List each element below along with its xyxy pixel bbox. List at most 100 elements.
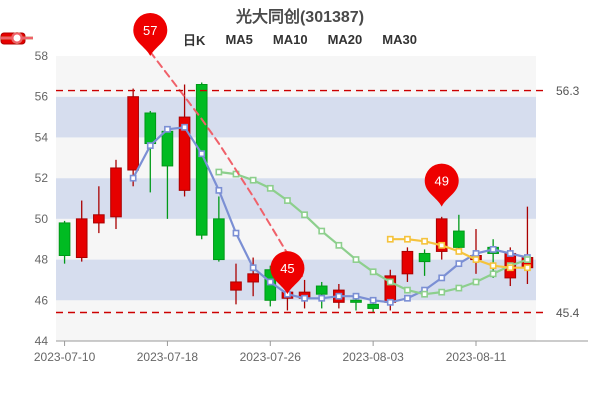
legend-label-MA5: MA5 xyxy=(225,32,253,47)
reference-lines: 56.3 45.4 xyxy=(56,84,580,320)
ma-point-MA5 xyxy=(438,274,446,282)
ma-point-MA5 xyxy=(318,294,326,302)
ma-point-MA5 xyxy=(146,142,154,149)
marker-pin-shape xyxy=(133,13,168,56)
ma-point-MA10 xyxy=(318,227,326,235)
ma-point-MA5 xyxy=(506,250,514,257)
ma-point-MA5 xyxy=(249,264,257,272)
candle-body xyxy=(58,222,71,257)
candle-body xyxy=(127,96,139,171)
ma-point-MA20 xyxy=(438,241,446,249)
x-axis: 2023-07-10 2023-07-18 2023-07-26 2023-08-03… xyxy=(34,341,507,364)
reference-label-lower: 45.4 xyxy=(556,306,580,320)
ma-point-MA10 xyxy=(524,256,531,263)
candle-body xyxy=(367,303,379,309)
y-axis: 44 46 48 50 52 54 56 58 xyxy=(35,49,49,348)
candle-body xyxy=(213,218,225,261)
marker-pin: 57 xyxy=(133,13,168,56)
candle xyxy=(230,263,242,305)
ma-point-MA5 xyxy=(335,292,343,300)
ma-point-MA5 xyxy=(404,294,411,302)
line-marker-legend-icon xyxy=(1,32,33,44)
ma-point-MA5 xyxy=(489,245,497,253)
ma-point-MA5 xyxy=(472,250,480,257)
marker-pin-label: 45 xyxy=(280,261,294,276)
ma-series-group xyxy=(129,50,531,306)
candle-body xyxy=(435,218,448,252)
ma-point-MA5 xyxy=(232,229,240,237)
ma-point-MA5 xyxy=(198,150,206,158)
ma-point-MA5 xyxy=(386,298,394,306)
ma-point-MA20 xyxy=(489,262,497,270)
ma-point-MA5 xyxy=(455,260,463,268)
legend-label-MA20: MA20 xyxy=(327,32,363,47)
ma-point-MA10 xyxy=(489,270,497,278)
chart-legend: 日K MA5 MA10 MA20 MA30 xyxy=(0,30,600,49)
ma-point-MA10 xyxy=(301,211,308,219)
ma-point-MA10 xyxy=(266,184,274,192)
y-tick-label: 46 xyxy=(35,293,49,307)
ma-point-MA20 xyxy=(506,264,514,272)
ma-point-MA10 xyxy=(335,241,343,249)
x-tick-label: 2023-07-26 xyxy=(240,350,302,364)
y-tick-label: 56 xyxy=(35,90,49,104)
candle xyxy=(453,214,465,250)
x-tick-label: 2023-08-11 xyxy=(446,350,507,364)
ma-point-MA5 xyxy=(164,125,171,133)
candle-body xyxy=(350,299,362,303)
ma-point-MA5 xyxy=(181,123,188,131)
ma-point-MA10 xyxy=(352,256,360,263)
ma-point-MA10 xyxy=(386,278,394,286)
candle-body xyxy=(315,285,328,295)
ma-point-MA20 xyxy=(472,256,480,263)
candle xyxy=(418,249,431,276)
candle xyxy=(75,200,88,262)
candle-body xyxy=(195,84,208,236)
ma-point-MA10 xyxy=(215,168,223,176)
marker-pin-shape xyxy=(270,251,305,295)
ma-point-MA10 xyxy=(249,176,257,184)
legend-label-MA10: MA10 xyxy=(272,32,308,47)
legend-item-MA30[interactable]: MA30 xyxy=(1,32,417,47)
candle-body xyxy=(453,230,465,248)
ma-point-MA5 xyxy=(129,174,137,182)
candle xyxy=(213,196,225,262)
candle-body xyxy=(230,281,242,291)
candle-body xyxy=(418,252,431,263)
candle xyxy=(247,257,259,297)
ma-point-MA5 xyxy=(266,278,274,286)
ma-point-MA10 xyxy=(421,290,428,298)
candle-body xyxy=(144,112,157,145)
ma-point-MA10 xyxy=(369,268,377,276)
candle xyxy=(93,186,105,234)
candle-body xyxy=(75,218,88,259)
y-tick-label: 50 xyxy=(35,212,49,226)
ma-point-MA5 xyxy=(369,296,377,304)
marker-pin-shape xyxy=(424,163,459,207)
ma-point-MA5 xyxy=(352,292,360,300)
marker-pins: 57 45 49 xyxy=(133,13,459,295)
marker-pin-label: 49 xyxy=(434,174,448,189)
y-tick-label: 52 xyxy=(35,171,49,185)
ma-series-MA20 xyxy=(386,235,531,272)
y-tick-label: 44 xyxy=(35,334,49,348)
ma-point-MA5 xyxy=(301,294,308,302)
candle-body xyxy=(401,250,414,275)
candle xyxy=(401,247,414,282)
candle xyxy=(110,159,122,230)
band xyxy=(56,300,536,341)
ma-point-MA20 xyxy=(524,264,531,272)
y-tick-label: 58 xyxy=(35,49,49,63)
reference-label-upper: 56.3 xyxy=(556,84,580,98)
candle xyxy=(178,84,191,197)
ma-point-MA20 xyxy=(404,235,411,243)
ma-point-MA10 xyxy=(284,197,291,204)
legend-label-MA30: MA30 xyxy=(382,32,417,47)
y-tick-label: 48 xyxy=(35,253,49,267)
ma-line-MA30 xyxy=(149,50,306,281)
candle-body xyxy=(93,214,105,224)
ma-point-MA20 xyxy=(455,248,463,255)
x-tick-label: 2023-07-18 xyxy=(137,350,199,364)
